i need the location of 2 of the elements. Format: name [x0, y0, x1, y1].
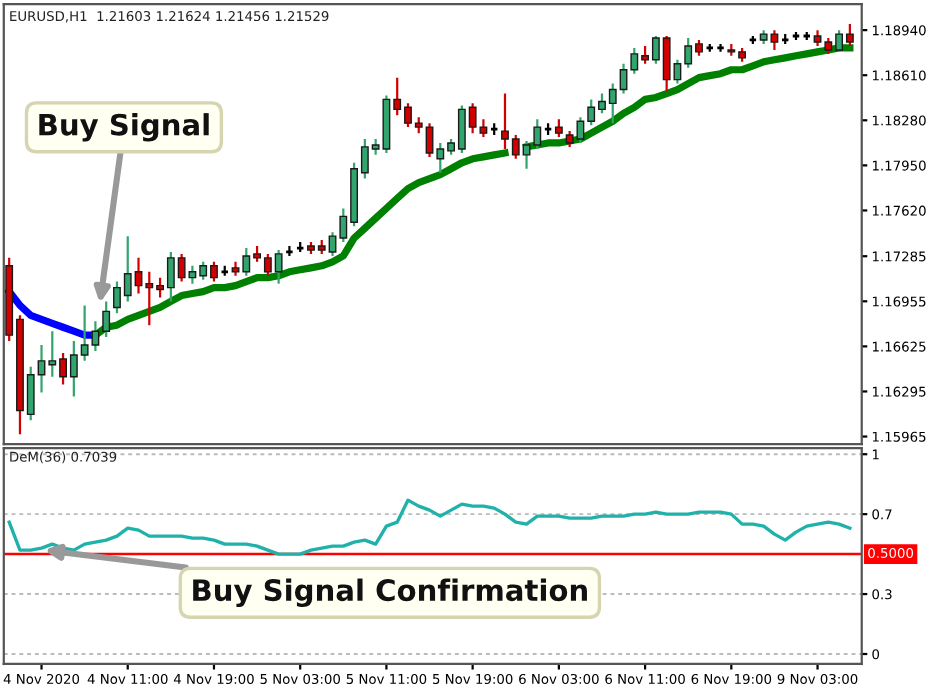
annotation: Buy Signal Confirmation: [193, 578, 587, 608]
annotation: Buy Signal: [39, 113, 209, 142]
